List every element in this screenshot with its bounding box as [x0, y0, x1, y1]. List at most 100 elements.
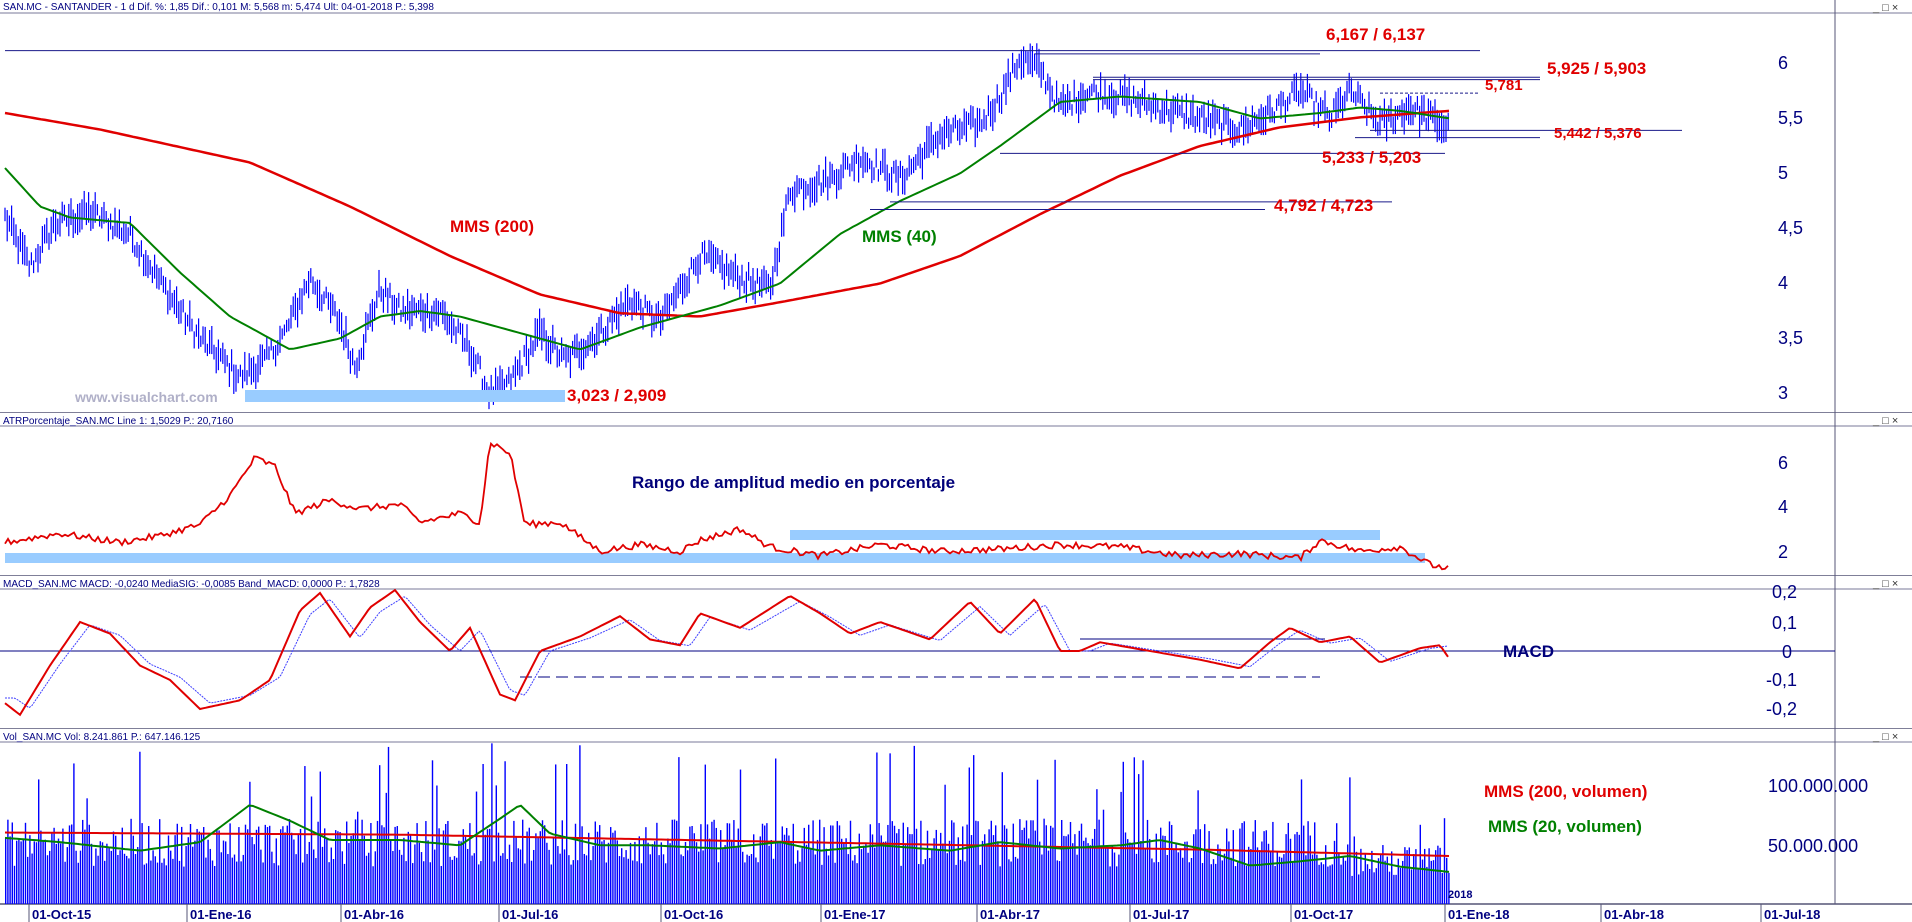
volume-bar — [959, 859, 962, 904]
volume-bar — [863, 845, 865, 904]
volume-bar — [31, 853, 33, 904]
volume-bar — [409, 834, 412, 904]
volume-bar — [434, 849, 436, 904]
volume-bar — [1173, 849, 1175, 904]
volume-bar — [121, 827, 123, 904]
volume-bar — [1146, 819, 1149, 904]
volume-bar — [211, 860, 214, 904]
volume-bar — [247, 829, 249, 904]
volume-bar — [90, 843, 93, 904]
volume-bar — [1195, 829, 1197, 904]
volume-bar — [480, 861, 482, 904]
volume-bar — [651, 844, 654, 904]
volume-bar — [1061, 819, 1063, 904]
volume-bar — [957, 837, 959, 904]
volume-bar — [1318, 864, 1320, 904]
volume-bar — [1168, 821, 1171, 904]
volume-bar — [973, 755, 975, 904]
volume-bar — [812, 820, 814, 904]
volume-bar — [563, 849, 566, 904]
volume-bar — [79, 850, 82, 904]
volume-bar — [1179, 848, 1182, 904]
volume-bar — [823, 827, 825, 904]
volume-bar — [1311, 854, 1314, 904]
volume-bar — [942, 843, 944, 904]
volume-bar — [1080, 823, 1083, 904]
volume-bar — [233, 854, 236, 904]
volume-bar — [42, 840, 44, 904]
volume-bar — [898, 828, 900, 904]
volume-bar — [913, 745, 915, 904]
price-panel-header-bar — [0, 0, 1912, 13]
volume-bar — [489, 828, 491, 904]
volume-bar — [673, 819, 676, 904]
volume-bar — [1382, 845, 1384, 904]
volume-bar — [779, 842, 781, 904]
volume-bar — [475, 791, 478, 904]
volume-bar — [1078, 830, 1080, 904]
volume-bar — [1353, 836, 1355, 904]
volume-bar — [337, 831, 339, 904]
volume-bar — [497, 832, 500, 904]
volume-bar — [922, 864, 924, 904]
volume-bar — [1076, 854, 1078, 904]
volume-bar — [1118, 854, 1120, 904]
volume-bar — [854, 855, 856, 904]
volume-bar — [313, 849, 315, 904]
volume-bar — [18, 839, 20, 904]
volume-bar — [405, 861, 407, 904]
volume-bar — [357, 811, 359, 904]
volume-bar — [1050, 825, 1052, 904]
volume-bar — [616, 840, 618, 904]
volume-bar — [1028, 838, 1030, 904]
volume-bar — [629, 842, 632, 904]
volume-bar — [1415, 849, 1417, 904]
volume-bar — [893, 825, 896, 904]
volume-bar — [786, 827, 788, 904]
volume-bar — [1294, 834, 1296, 904]
volume-bar — [1265, 830, 1267, 904]
volume-bar — [251, 836, 253, 904]
volume-bar — [486, 829, 489, 904]
volume-bar — [62, 828, 64, 904]
volume-bar — [1351, 875, 1353, 904]
volume-bar — [1091, 838, 1094, 904]
volume-bar — [1058, 861, 1061, 904]
volume-bar — [1309, 835, 1311, 904]
volume-bar — [110, 850, 112, 904]
volume-bar — [803, 827, 805, 904]
volume-bar — [1184, 841, 1186, 904]
volume-bar — [572, 860, 574, 904]
volume-bar — [1107, 848, 1109, 904]
mms40-line — [4, 95, 1450, 351]
volume-bar — [1252, 831, 1254, 904]
volume-bar — [231, 857, 233, 904]
volume-bar — [951, 820, 953, 904]
volume-bar — [249, 781, 251, 904]
volume-bar — [658, 855, 660, 904]
volume-bar — [1065, 836, 1067, 904]
volume-bar — [790, 842, 792, 904]
volume-bar — [704, 764, 706, 904]
volume-bar — [460, 841, 462, 904]
volume-bar — [764, 825, 766, 904]
volume-bar — [88, 824, 90, 904]
volume-bar — [544, 825, 546, 904]
volume-bar — [552, 838, 555, 904]
volume-bar — [748, 855, 750, 904]
volume-bar — [60, 843, 62, 904]
volume-bar — [1250, 849, 1252, 904]
volume-bar — [321, 846, 324, 904]
volume-bar — [143, 864, 145, 904]
volume-bar — [970, 835, 973, 904]
volume-bar — [559, 853, 561, 904]
volume-bar — [834, 862, 836, 904]
volume-bar — [693, 833, 695, 904]
volume-bar — [68, 825, 71, 904]
volume-bar — [1131, 843, 1133, 904]
volume-bar — [139, 751, 141, 904]
volume-bar — [1186, 841, 1188, 904]
volume-bar — [1144, 848, 1146, 904]
volume-bar — [1446, 857, 1448, 904]
volume-bar — [194, 840, 196, 904]
